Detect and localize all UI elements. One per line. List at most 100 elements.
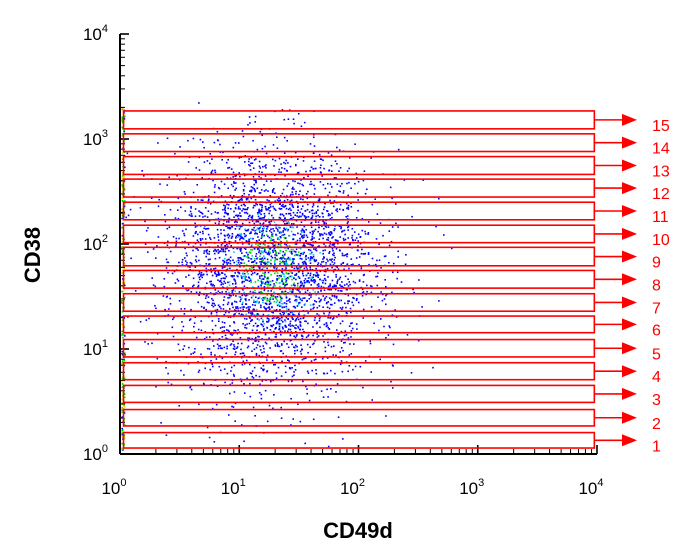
data-point [291, 203, 293, 206]
data-point [258, 249, 261, 252]
data-point [207, 258, 210, 261]
data-point [302, 198, 304, 201]
data-point [290, 248, 293, 251]
data-point [247, 294, 249, 296]
data-point [214, 257, 217, 260]
data-point [270, 259, 272, 261]
data-point [252, 406, 255, 409]
data-point [288, 324, 290, 326]
data-point [327, 182, 329, 185]
data-point [227, 207, 229, 210]
data-point [299, 211, 301, 214]
data-point [237, 329, 239, 331]
data-point [312, 136, 315, 139]
data-point [230, 208, 232, 210]
data-point [268, 236, 271, 239]
data-point [270, 380, 272, 383]
data-point [345, 311, 348, 314]
data-point [166, 227, 169, 230]
data-point [233, 210, 235, 213]
data-point [233, 391, 236, 393]
data-point [241, 252, 243, 254]
data-point [233, 375, 235, 377]
data-point [123, 385, 126, 388]
data-point [329, 218, 332, 220]
data-point [224, 266, 226, 268]
data-point [207, 227, 210, 230]
data-point [288, 222, 290, 225]
data-point [147, 227, 149, 229]
data-point [284, 365, 287, 368]
data-point [333, 262, 336, 264]
data-point [262, 243, 265, 245]
data-point [123, 412, 126, 414]
data-point [321, 265, 324, 268]
data-point [395, 222, 397, 225]
data-point [249, 395, 252, 398]
data-point [390, 380, 392, 383]
data-point [239, 198, 242, 201]
data-point [226, 234, 229, 237]
data-point [292, 258, 294, 260]
data-point [206, 282, 208, 285]
data-point [380, 291, 382, 293]
gate-label-4: 4 [652, 369, 661, 386]
data-point [256, 227, 259, 230]
data-point [269, 203, 272, 206]
data-point [303, 225, 306, 228]
data-point [312, 343, 314, 346]
data-point [302, 297, 304, 300]
data-point [266, 199, 268, 201]
data-point [319, 158, 322, 160]
data-point [251, 244, 253, 246]
data-point [320, 263, 322, 266]
data-point [250, 231, 252, 233]
data-point [343, 229, 346, 232]
data-point [238, 172, 240, 174]
data-point [203, 306, 205, 309]
data-point [152, 284, 155, 286]
data-point [281, 213, 284, 216]
data-point [183, 234, 186, 237]
data-point [245, 299, 247, 302]
data-point [295, 190, 297, 193]
data-point [123, 270, 126, 273]
data-point [299, 325, 302, 327]
data-point [200, 353, 202, 356]
data-point [188, 274, 190, 276]
data-point [287, 118, 290, 120]
data-point [311, 215, 314, 217]
x-tick-label: 102 [340, 477, 365, 498]
data-point [292, 211, 295, 214]
data-point [183, 308, 186, 310]
data-point [244, 324, 247, 326]
data-point [305, 254, 307, 257]
data-point [256, 273, 258, 276]
data-point [324, 297, 326, 299]
data-point [271, 249, 274, 252]
data-point [319, 181, 322, 183]
data-point [288, 235, 291, 237]
data-point [228, 296, 231, 299]
data-point [343, 334, 346, 337]
data-point [240, 204, 243, 207]
data-point [263, 328, 265, 330]
data-point [345, 254, 347, 256]
data-point [224, 248, 227, 250]
data-point [237, 275, 239, 278]
data-point [293, 374, 295, 376]
data-point [236, 346, 239, 348]
data-point [298, 302, 300, 304]
data-point [350, 202, 352, 204]
data-point [289, 334, 292, 337]
data-point [287, 162, 289, 164]
data-point [284, 371, 287, 374]
data-point [335, 391, 337, 393]
data-point [327, 213, 330, 215]
data-point [263, 250, 266, 253]
data-point [181, 261, 183, 264]
data-point [234, 283, 237, 285]
data-point [192, 235, 195, 237]
data-point [242, 301, 244, 304]
